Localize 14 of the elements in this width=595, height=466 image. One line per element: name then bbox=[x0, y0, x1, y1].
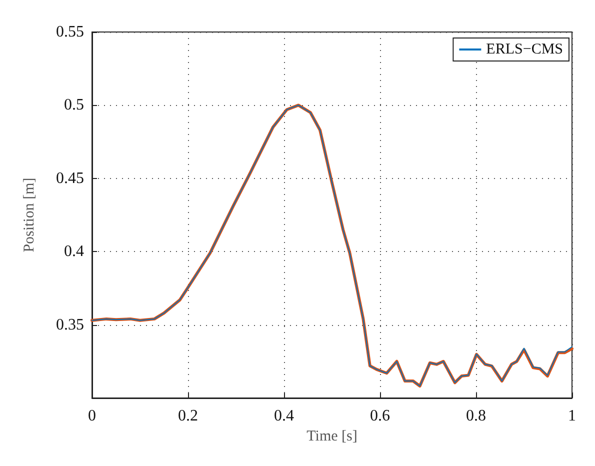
y-axis-title: Position [m] bbox=[22, 178, 38, 252]
x-tick-label: 1 bbox=[568, 408, 576, 424]
x-tick-label: 0.6 bbox=[370, 408, 390, 424]
legend-label: ERLS−CMS bbox=[486, 42, 564, 58]
y-tick-label: 0.5 bbox=[64, 96, 84, 114]
x-axis-title: Time [s] bbox=[306, 428, 358, 444]
y-tick-label: 0.45 bbox=[56, 170, 84, 187]
x-tick-label: 0 bbox=[88, 408, 96, 424]
y-tick-label: 0.55 bbox=[56, 24, 84, 40]
x-tick-label: 0.8 bbox=[466, 408, 486, 424]
y-tick-label: 0.4 bbox=[64, 243, 84, 260]
y-tick-label: 0.35 bbox=[56, 316, 84, 334]
x-tick-label: 0.2 bbox=[178, 408, 198, 424]
x-tick-label: 0.4 bbox=[274, 408, 294, 424]
